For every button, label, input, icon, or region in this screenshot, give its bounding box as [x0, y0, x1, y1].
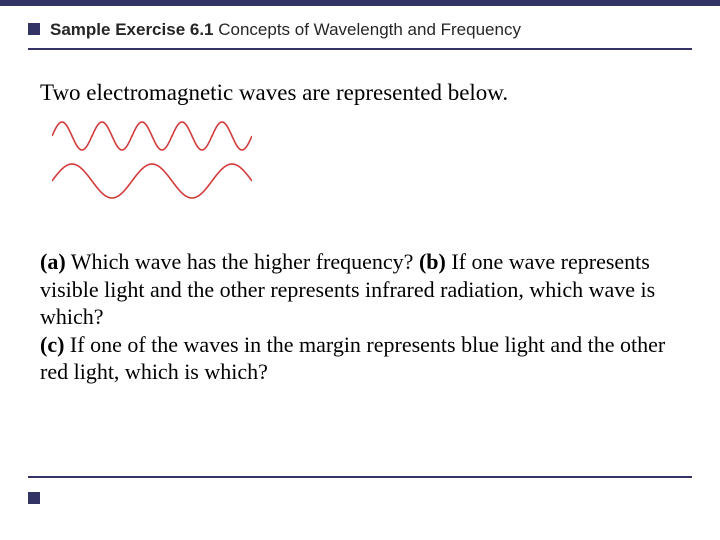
label-a: (a) — [40, 249, 66, 274]
bottom-rule — [28, 476, 692, 478]
slide-content: Two electromagnetic waves are represente… — [40, 80, 680, 386]
wave-diagram — [52, 118, 680, 208]
intro-text: Two electromagnetic waves are represente… — [40, 80, 680, 106]
header-bullet-icon — [28, 23, 40, 35]
header-title-rest: Concepts of Wavelength and Frequency — [214, 20, 521, 39]
header-title: Sample Exercise 6.1 Concepts of Waveleng… — [50, 20, 521, 39]
wave-top — [52, 118, 252, 154]
wave-bottom — [52, 159, 252, 203]
bottom-bullet-icon — [28, 492, 40, 504]
text-a: Which wave has the higher frequency? — [66, 249, 419, 274]
header-title-bold: Sample Exercise 6.1 — [50, 20, 214, 39]
label-c: (c) — [40, 332, 64, 357]
slide-header: Sample Exercise 6.1 Concepts of Waveleng… — [28, 20, 692, 40]
header-underline — [28, 48, 692, 50]
slide-top-border — [0, 0, 720, 6]
label-b: (b) — [419, 249, 446, 274]
question-block: (a) Which wave has the higher frequency?… — [40, 248, 680, 386]
text-c: If one of the waves in the margin repres… — [40, 332, 665, 385]
